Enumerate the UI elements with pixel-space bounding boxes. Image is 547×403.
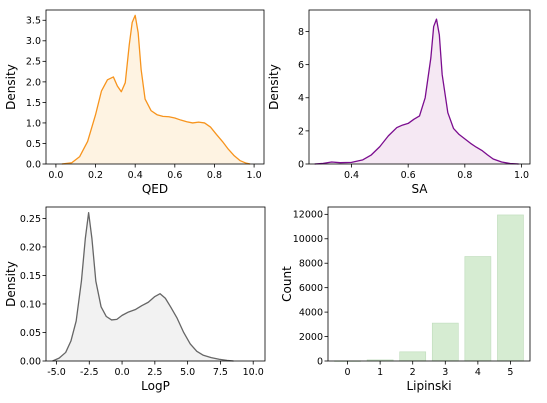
- qed-ytick-label: 2.5: [26, 57, 41, 68]
- qed-xtick-label: 1.0: [247, 170, 262, 181]
- sa-xtick-label: 0.4: [344, 170, 359, 181]
- logp-yaxis-label: Density: [4, 261, 18, 307]
- qed-ytick-label: 0.5: [26, 139, 41, 150]
- sa-ytick-label: 0: [298, 159, 304, 170]
- lipinski-xtick-label: 4: [475, 367, 481, 378]
- sa-density-panel: 0.4 0.6 0.8 1.0 0 2 4 6 8 SA Density: [267, 9, 531, 196]
- logp-xtick-label: 5.0: [180, 367, 195, 378]
- logp-xtick-label: -5.0: [47, 367, 66, 378]
- qed-ytick-label: 1.5: [26, 98, 41, 109]
- qed-xtick-label: 0.4: [128, 170, 143, 181]
- lipinski-count-panel: 0 1 2 3 4 5 0 2000 4000 6000 8000 10000 12000 Lipinsk…: [280, 206, 531, 393]
- qed-axes-frame: [45, 9, 265, 165]
- lipinski-ytick-label: 8000: [299, 259, 323, 270]
- lipinski-bar-5: [497, 214, 524, 362]
- sa-xtick-label: 0.8: [457, 170, 472, 181]
- lipinski-bar-2: [399, 351, 427, 362]
- lipinski-ytick-label: 10000: [293, 234, 323, 245]
- qed-xtick-label: 0.8: [207, 170, 222, 181]
- lipinski-ytick-label: 4000: [299, 308, 323, 319]
- sa-axes-frame: [308, 9, 531, 165]
- logp-xtick-label: -2.5: [80, 367, 99, 378]
- qed-density-panel: 0.0 0.2 0.4 0.6 0.8 1.0 0.0 0.5 1.0 1.5 2.0 2.5 3.0 3…: [4, 9, 265, 196]
- qed-ytick-label: 3.0: [26, 36, 41, 47]
- logp-ytick-label: 0.25: [20, 214, 41, 225]
- lipinski-ytick-label: 12000: [293, 210, 323, 221]
- logp-xtick-label: 0.0: [115, 367, 130, 378]
- sa-density-curve: [314, 18, 519, 165]
- logp-density-curve: [52, 212, 234, 362]
- lipinski-bar-3: [431, 322, 459, 362]
- logp-xtick-label: 10.0: [243, 367, 264, 378]
- qed-ytick-label: 2.0: [26, 77, 41, 88]
- logp-xtick-label: 7.5: [213, 367, 228, 378]
- lipinski-bar-4: [464, 256, 492, 362]
- logp-density-fill: [52, 212, 234, 361]
- sa-xtick-label: 0.6: [401, 170, 416, 181]
- logp-xaxis-label: LogP: [141, 379, 170, 393]
- logp-density-panel: -5.0 -2.5 0.0 2.5 5.0 7.5 10.0 0.00 0.05 0.10 0.15…: [4, 206, 266, 393]
- logp-ytick-label: 0.20: [20, 242, 41, 253]
- qed-density-curve: [61, 14, 251, 165]
- qed-yaxis-label: Density: [4, 64, 18, 110]
- lipinski-xtick-label: 5: [507, 367, 513, 378]
- lipinski-xtick-label: 0: [345, 367, 351, 378]
- sa-ytick-label: 6: [298, 60, 304, 71]
- lipinski-xtick-label: 1: [377, 367, 383, 378]
- logp-ytick-label: 0.15: [20, 271, 41, 282]
- logp-ytick-label: 0.10: [20, 299, 41, 310]
- qed-density-fill: [61, 15, 251, 165]
- qed-ytick-label: 0.0: [26, 159, 41, 170]
- lipinski-xtick-label: 3: [442, 367, 448, 378]
- sa-density-fill: [314, 19, 519, 164]
- sa-xaxis-label: SA: [411, 182, 428, 196]
- sa-xtick-label: 1.0: [514, 170, 529, 181]
- logp-ytick-label: 0.05: [20, 328, 41, 339]
- lipinski-axes-frame: [327, 206, 531, 362]
- lipinski-ytick-label: 6000: [299, 283, 323, 294]
- logp-ytick-label: 0.00: [20, 356, 41, 367]
- sa-ytick-label: 2: [298, 126, 304, 137]
- lipinski-xaxis-label: Lipinski: [406, 379, 451, 393]
- lipinski-ytick-label: 2000: [299, 332, 323, 343]
- qed-xtick-label: 0.6: [167, 170, 182, 181]
- sa-ytick-label: 8: [298, 27, 304, 38]
- sa-yaxis-label: Density: [267, 64, 281, 110]
- lipinski-ytick-label: 0: [317, 356, 323, 367]
- logp-axes-frame: [45, 206, 266, 362]
- qed-xtick-label: 0.0: [48, 170, 63, 181]
- sa-ytick-label: 4: [298, 93, 304, 104]
- qed-ytick-label: 3.5: [26, 16, 41, 27]
- lipinski-xtick-label: 2: [410, 367, 416, 378]
- qed-xtick-label: 0.2: [88, 170, 103, 181]
- qed-ytick-label: 1.0: [26, 118, 41, 129]
- qed-xaxis-label: QED: [142, 182, 168, 196]
- lipinski-yaxis-label: Count: [280, 266, 294, 302]
- logp-xtick-label: 2.5: [147, 367, 162, 378]
